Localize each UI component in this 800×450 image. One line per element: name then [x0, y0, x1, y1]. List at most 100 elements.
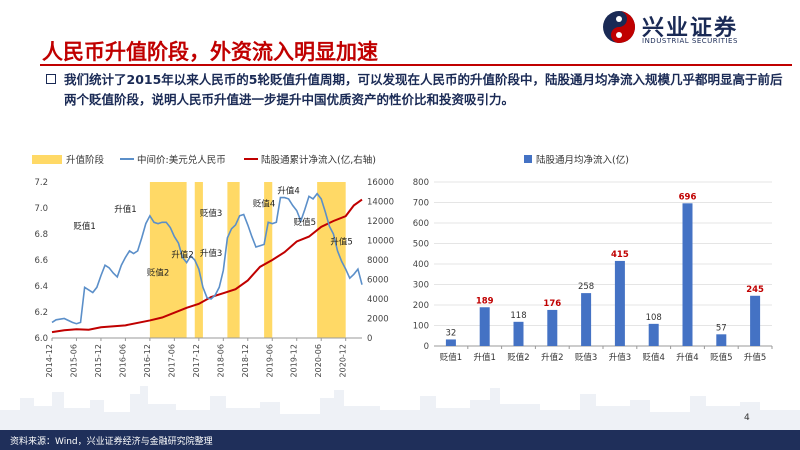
bar-value-label: 176: [543, 299, 561, 309]
y-left-tick-label: 6.2: [34, 308, 48, 318]
period-annotation: 升值5: [330, 236, 352, 247]
bar: [648, 323, 659, 346]
legend-label-band: 升值阶段: [66, 154, 105, 166]
left-chart-legend: 升值阶段 中间价:美元兑人民币 陆股通累计净流入(亿,右轴): [32, 154, 376, 166]
square-bullet-icon: [46, 74, 56, 84]
y-tick-label: 700: [413, 199, 429, 209]
period-annotation: 升值3: [200, 248, 222, 259]
x-tick-label: 2017-06: [167, 344, 176, 377]
summary-paragraph: 我们统计了2015年以来人民币的5轮贬值升值周期，可以发现在人民币的升值阶段中，…: [64, 72, 783, 107]
legend-label-bar: 陆股通月均净流入(亿): [536, 154, 629, 166]
bar-value-label: 189: [476, 296, 494, 306]
bar: [614, 260, 625, 346]
bar-value-label: 32: [445, 328, 456, 338]
y-tick-label: 100: [413, 322, 429, 332]
bar-value-label: 696: [679, 192, 697, 202]
category-label: 升值4: [676, 352, 698, 363]
y-right-tick-label: 6000: [367, 276, 389, 286]
period-annotation: 升值4: [277, 186, 299, 197]
bar-value-label: 258: [578, 282, 594, 292]
period-annotation: 贬值2: [147, 268, 169, 279]
appreciation-band-4: [264, 182, 273, 338]
category-label: 贬值2: [507, 352, 529, 363]
bar: [445, 339, 456, 346]
y-right-tick-label: 4000: [367, 295, 389, 305]
x-tick-label: 2019-06: [265, 344, 274, 377]
legend-swatch-band: [32, 155, 62, 164]
x-tick-label: 2015-12: [94, 344, 103, 377]
page-title: 人民币升值阶段，外资流入明显加速: [42, 40, 378, 64]
category-label: 贬值5: [710, 352, 732, 363]
bar: [581, 293, 592, 346]
x-tick-label: 2016-12: [143, 344, 152, 377]
flow-cumulative-line: [51, 198, 363, 334]
x-tick-label: 2016-06: [118, 344, 127, 377]
y-right-tick-label: 10000: [367, 237, 394, 247]
bar-value-label: 57: [716, 323, 727, 333]
legend-swatch-bar: [524, 155, 532, 163]
category-label: 贬值4: [642, 352, 664, 363]
x-tick-label: 2018-12: [241, 344, 250, 377]
x-tick-label: 2015-06: [69, 344, 78, 377]
y-tick-label: 300: [413, 281, 429, 291]
bar: [682, 203, 693, 346]
legend-label-usdcny: 中间价:美元兑人民币: [137, 154, 226, 166]
bar: [547, 309, 558, 346]
bar-value-label: 245: [746, 285, 764, 295]
x-tick-label: 2014-12: [45, 344, 54, 377]
y-right-tick-label: 14000: [367, 198, 394, 208]
source-note: 资料来源：Wind，兴业证券经济与金融研究院整理: [10, 437, 213, 447]
y-right-tick-label: 12000: [367, 217, 394, 227]
y-right-tick-label: 8000: [367, 256, 389, 266]
y-left-tick-label: 7.0: [34, 204, 48, 214]
appreciation-band-3: [227, 182, 240, 338]
period-annotation: 升值2: [171, 249, 193, 260]
y-tick-label: 600: [413, 219, 429, 229]
period-annotation: 贬值3: [200, 208, 222, 219]
y-left-tick-label: 6.0: [34, 334, 48, 344]
usdcny-line: [51, 192, 363, 325]
category-label: 升值2: [541, 352, 563, 363]
brand-logo: 兴业证券 INDUSTRIAL SECURITIES: [602, 10, 794, 46]
bar-value-label: 118: [510, 311, 526, 321]
city-skyline-decoration: [0, 386, 800, 430]
y-tick-label: 0: [424, 342, 429, 352]
category-label: 贬值3: [575, 352, 597, 363]
y-right-tick-label: 16000: [367, 178, 394, 188]
bar: [479, 307, 490, 346]
period-annotation: 贬值1: [73, 221, 95, 232]
period-annotation: 贬值4: [253, 199, 275, 210]
y-right-tick-label: 2000: [367, 315, 389, 325]
bar: [513, 321, 524, 346]
x-tick-label: 2020-12: [339, 344, 348, 377]
right-chart-legend: 陆股通月均净流入(亿): [524, 154, 629, 166]
y-left-tick-label: 7.2: [34, 178, 48, 188]
y-tick-label: 800: [413, 178, 429, 188]
bar-value-label: 108: [646, 313, 662, 323]
brand-name-cn: 兴业证券: [642, 16, 739, 41]
x-tick-label: 2020-06: [314, 344, 323, 377]
y-tick-label: 500: [413, 240, 429, 250]
usdcny-flow-chart: 升值阶段 中间价:美元兑人民币 陆股通累计净流入(亿,右轴) 6.0 6.2 6.4…: [32, 154, 394, 377]
appreciation-band-1: [149, 182, 187, 338]
x-tick-label: 2019-12: [290, 344, 299, 377]
x-tick-label: 2017-12: [192, 344, 201, 377]
period-annotation: 升值1: [114, 204, 136, 215]
bar-value-label: 415: [611, 250, 629, 260]
x-tick-label: 2018-06: [216, 344, 225, 377]
y-left-tick-label: 6.8: [34, 230, 48, 240]
category-label: 升值3: [609, 352, 631, 363]
monthly-inflow-bar-chart: 陆股通月均净流入(亿) 0 100 200 300 400 500 600 700 800 32…: [413, 154, 773, 363]
bar: [716, 334, 727, 346]
category-label: 升值5: [744, 352, 766, 363]
bar: [750, 295, 761, 346]
footer-bar: [0, 430, 800, 450]
period-annotation: 贬值5: [294, 217, 316, 228]
category-label: 升值1: [473, 352, 495, 363]
y-right-tick-label: 0: [367, 334, 372, 344]
page-number: 4: [744, 413, 750, 423]
brand-name-en: INDUSTRIAL SECURITIES: [642, 37, 738, 45]
category-label: 贬值1: [440, 352, 462, 363]
appreciation-band-2: [194, 182, 203, 338]
y-tick-label: 200: [413, 301, 429, 311]
